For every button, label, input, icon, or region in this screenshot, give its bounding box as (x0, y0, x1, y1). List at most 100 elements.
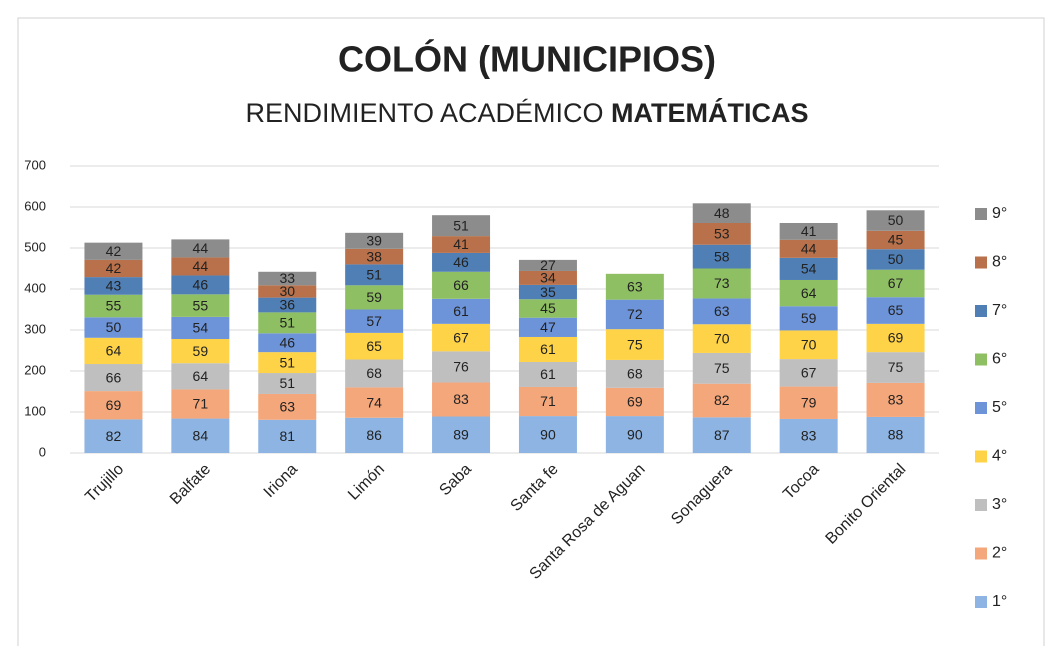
bar-segment (779, 257, 838, 280)
legend-swatch (975, 353, 987, 366)
bar-segment (432, 382, 491, 417)
y-tick-label: 200 (24, 362, 46, 377)
bar-segment (692, 324, 751, 353)
legend-label: 9° (992, 205, 1007, 222)
bar-segment (866, 269, 925, 298)
bar-segment (866, 230, 925, 250)
bar-segment (432, 323, 491, 352)
data-label: 36 (279, 297, 295, 313)
bar-segment (605, 273, 664, 300)
data-label: 53 (714, 226, 730, 242)
bar-segment (605, 387, 664, 417)
data-label: 50 (106, 319, 122, 335)
bar-segment (84, 294, 143, 318)
bar-segment (779, 239, 838, 258)
data-label: 46 (193, 277, 209, 293)
bar-segment (258, 393, 317, 420)
data-label: 64 (193, 368, 209, 384)
legend-swatch (975, 450, 987, 463)
bar-segment (171, 316, 230, 340)
data-label: 44 (193, 258, 209, 274)
data-label: 50 (888, 212, 904, 228)
bar-segment (866, 352, 925, 383)
bar-segment (779, 359, 838, 387)
data-label: 66 (453, 277, 469, 293)
subtitle-text: RENDIMIENTO ACADÉMICO (245, 98, 603, 128)
y-tick-label: 600 (24, 198, 46, 213)
bar-segment (84, 317, 143, 338)
data-label: 51 (279, 315, 295, 331)
bar-segment (605, 329, 664, 360)
bar-segment (84, 337, 143, 365)
data-label: 64 (801, 285, 817, 301)
data-label: 81 (279, 428, 295, 444)
bar-segment (605, 359, 664, 388)
legend-label: 4° (992, 448, 1007, 465)
data-label: 61 (540, 366, 556, 382)
data-label: 75 (714, 360, 730, 376)
data-label: 64 (106, 343, 122, 359)
data-label: 82 (714, 392, 730, 408)
bar-segment (692, 222, 751, 245)
y-tick-label: 100 (24, 403, 46, 418)
bar-segment (779, 418, 838, 453)
data-label: 48 (714, 205, 730, 221)
data-label: 44 (801, 241, 817, 257)
data-label: 70 (714, 330, 730, 346)
bar-segment (84, 391, 143, 420)
bar-segment (692, 352, 751, 384)
data-label: 45 (540, 300, 556, 316)
bar-segment (171, 418, 230, 453)
bar-segment (866, 249, 925, 270)
legend-swatch (975, 208, 987, 220)
data-label: 43 (106, 278, 122, 294)
data-label: 61 (453, 303, 469, 319)
legend-label: 7° (992, 302, 1007, 319)
data-label: 71 (193, 396, 209, 412)
data-label: 67 (801, 365, 817, 381)
bar-segment (171, 257, 230, 276)
y-tick-label: 500 (24, 239, 46, 254)
bar-segment (866, 323, 925, 353)
bar-segment (432, 416, 491, 453)
bar-segment (345, 387, 404, 418)
y-tick-label: 400 (24, 280, 46, 295)
bar-segment (345, 232, 404, 249)
bar-segment (84, 364, 143, 392)
bar-segment (605, 299, 664, 330)
legend-swatch (975, 547, 987, 560)
data-label: 45 (888, 232, 904, 248)
legend-label: 5° (992, 399, 1007, 416)
data-label: 38 (366, 248, 382, 264)
data-label: 73 (714, 275, 730, 291)
bar-segment (258, 419, 317, 453)
data-label: 84 (193, 427, 209, 443)
data-label: 90 (540, 426, 556, 442)
data-label: 74 (366, 394, 382, 410)
bar-segment (432, 236, 491, 253)
legend-label: 6° (992, 351, 1007, 368)
bar-segment (258, 297, 317, 313)
bar-segment (171, 389, 230, 419)
data-label: 69 (106, 397, 122, 413)
data-label: 82 (106, 428, 122, 444)
bar-segment (171, 339, 230, 364)
data-label: 27 (540, 257, 556, 273)
data-label: 51 (366, 267, 382, 283)
bar-segment (518, 416, 577, 453)
data-label: 72 (627, 306, 643, 322)
data-label: 35 (540, 284, 556, 300)
data-label: 90 (627, 426, 643, 442)
bar-segment (518, 259, 577, 271)
legend-label: 8° (992, 254, 1007, 271)
bar-segment (779, 330, 838, 360)
data-label: 55 (106, 298, 122, 314)
legend-swatch (975, 256, 987, 269)
legend-label: 2° (992, 545, 1007, 562)
legend-swatch (975, 305, 987, 317)
data-label: 79 (801, 394, 817, 410)
data-label: 42 (106, 260, 122, 276)
bar-segment (518, 361, 577, 387)
data-label: 65 (366, 338, 382, 354)
bar-segment (171, 363, 230, 390)
